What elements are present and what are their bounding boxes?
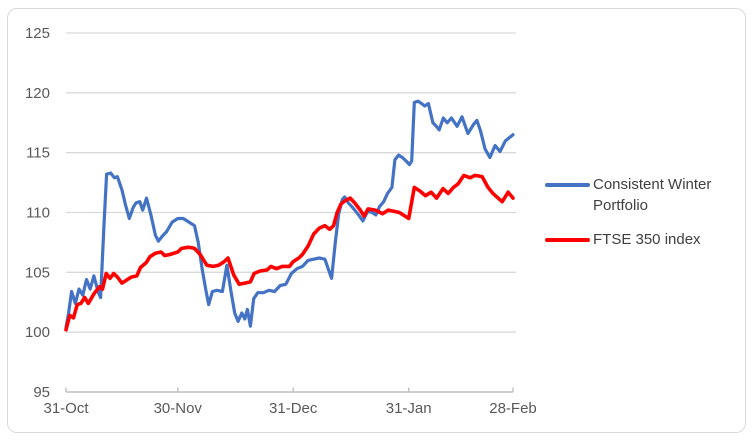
chart-border: [7, 8, 746, 433]
legend-swatch-red-line: [545, 238, 590, 242]
legend-swatch-blue-line: [545, 183, 590, 187]
x-axis-tick-label: 31-Jan: [386, 400, 432, 417]
y-axis-tick-label: 120: [25, 85, 50, 102]
y-axis-tick-label: 110: [26, 205, 50, 222]
series-line-ftse-350-index: [64, 173, 515, 332]
y-axis-tick-label: 100: [25, 324, 50, 341]
legend-label: FTSE 350 index: [593, 231, 701, 248]
y-axis-tick-label: 115: [26, 145, 50, 162]
x-axis-tick-label: 31-Oct: [43, 400, 89, 417]
x-axis-tick-label: 28-Feb: [489, 400, 537, 417]
y-axis-tick-label: 125: [25, 25, 50, 42]
legend-label: Consistent Winter Portfolio: [593, 176, 712, 214]
y-axis-tick-label: 95: [33, 384, 50, 401]
y-axis-tick-label: 105: [25, 264, 50, 281]
x-axis-tick-label: 31-Dec: [269, 400, 318, 417]
legend-item-consistent-winter-portfolio: Consistent Winter Portfolio: [545, 174, 735, 216]
legend-item-ftse-350-index: FTSE 350 index: [545, 229, 701, 250]
x-axis-tick-label: 30-Nov: [154, 400, 203, 417]
series-line-consistent-winter-portfolio: [64, 99, 515, 329]
